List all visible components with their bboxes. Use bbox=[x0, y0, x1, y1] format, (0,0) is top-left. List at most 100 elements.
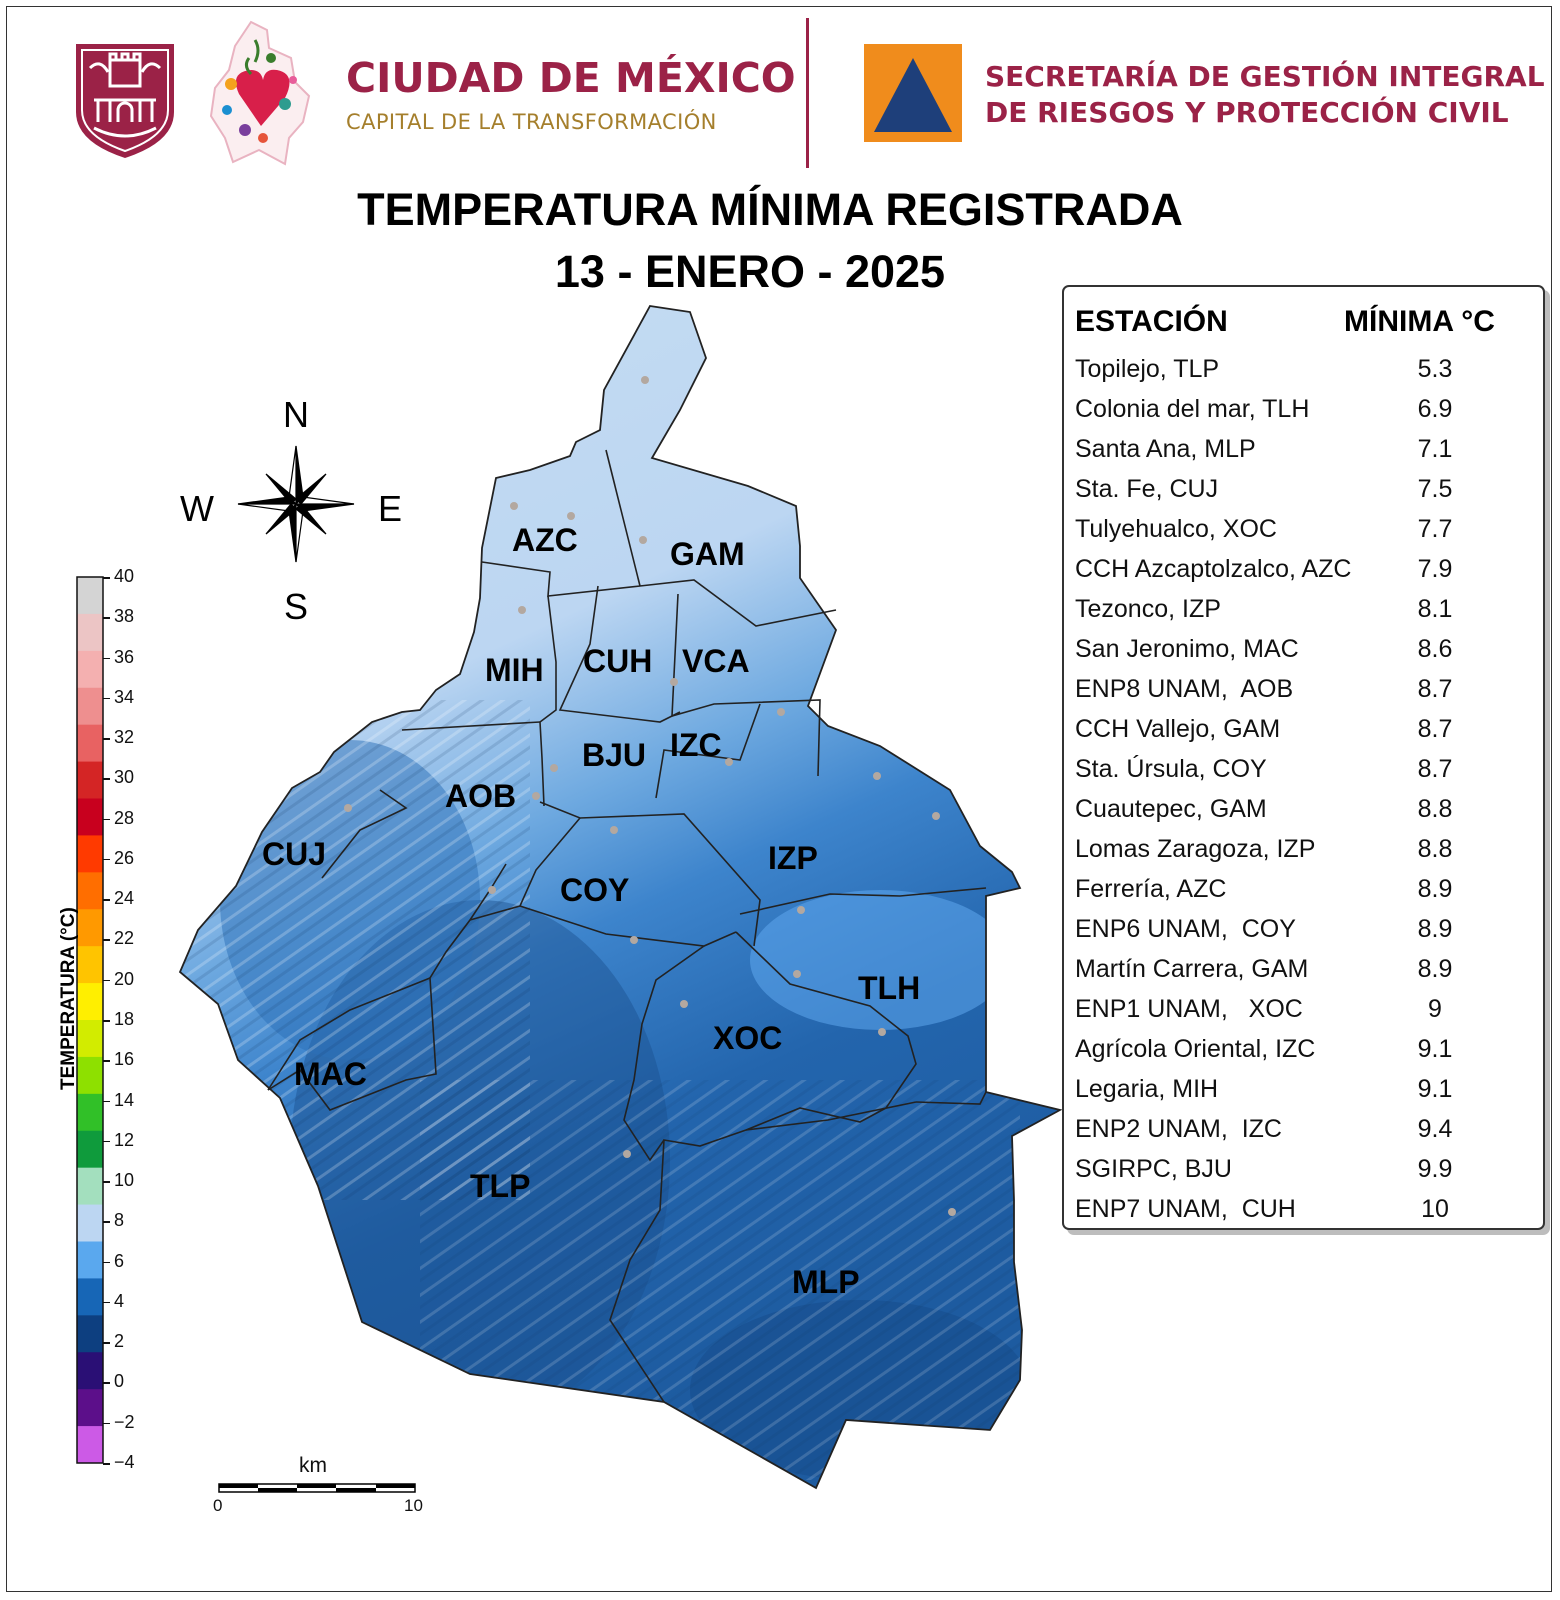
city-slogan: CAPITAL DE LA TRANSFORMACIÓN bbox=[346, 110, 717, 134]
colorbar-tick-mark bbox=[103, 1181, 110, 1183]
station-row: CCH Azcaptolzalco, AZC 7.9 bbox=[1075, 549, 1535, 589]
station-row: ENP1 UNAM, XOC 9 bbox=[1075, 989, 1535, 1029]
scale-end: 10 bbox=[404, 1496, 423, 1515]
colorbar-tick-mark bbox=[103, 1140, 110, 1143]
station-min-temp: 8.9 bbox=[1417, 875, 1453, 903]
station-row: ENP7 UNAM, CUH 10 bbox=[1075, 1189, 1535, 1229]
station-row: Cuautepec, GAM 8.8 bbox=[1075, 789, 1535, 829]
station-row: SGIRPC, BJU 9.9 bbox=[1075, 1149, 1535, 1189]
colorbar-segment bbox=[77, 1315, 103, 1353]
proteccion-civil-logo bbox=[864, 44, 962, 142]
colorbar-tick-mark bbox=[103, 577, 110, 579]
station-min-temp: 7.9 bbox=[1417, 555, 1453, 583]
station-name: Colonia del mar, TLH bbox=[1075, 395, 1310, 423]
cdmx-heart-logo bbox=[209, 20, 311, 166]
district-label-izc: IZC bbox=[670, 727, 722, 763]
colorbar-tick-label: 40 bbox=[114, 566, 135, 586]
map-date: 13 - ENERO - 2025 bbox=[554, 246, 946, 297]
colorbar-segment bbox=[77, 1352, 103, 1390]
colorbar-tick-label: 4 bbox=[114, 1290, 125, 1311]
colorbar-tick-mark bbox=[103, 657, 110, 660]
colorbar-tick-label: 12 bbox=[114, 1129, 135, 1150]
colorbar-tick-mark bbox=[103, 1382, 110, 1384]
agency-name-line2: DE RIESGOS Y PROTECCIÓN CIVIL bbox=[985, 96, 1509, 129]
cdmx-shield-logo bbox=[76, 44, 174, 158]
colorbar-tick-mark bbox=[103, 1342, 110, 1344]
map-title: TEMPERATURA MÍNIMA REGISTRADA bbox=[357, 184, 1183, 235]
station-row: Lomas Zaragoza, IZP 8.8 bbox=[1075, 829, 1535, 869]
station-row: ENP8 UNAM, AOB 8.7 bbox=[1075, 669, 1535, 709]
station-min-temp: 8.9 bbox=[1417, 955, 1453, 983]
colorbar-segment bbox=[77, 613, 103, 652]
district-label-gam: GAM bbox=[670, 536, 745, 572]
station-row: Tulyehualco, XOC 7.7 bbox=[1075, 509, 1535, 549]
colorbar-segment bbox=[77, 1056, 103, 1095]
district-label-mih: MIH bbox=[485, 652, 544, 688]
station-min-temp: 8.8 bbox=[1417, 835, 1453, 863]
colorbar-tick-label: 24 bbox=[114, 888, 135, 909]
district-label-xoc: XOC bbox=[713, 1020, 783, 1056]
colorbar-segment bbox=[77, 909, 103, 947]
colorbar-tick-label: 28 bbox=[114, 807, 135, 828]
station-row: Santa Ana, MLP 7.1 bbox=[1075, 429, 1535, 469]
station-row: San Jeronimo, MAC 8.6 bbox=[1075, 629, 1535, 669]
colorbar-segment bbox=[77, 983, 103, 1021]
colorbar-tick-mark bbox=[103, 1020, 110, 1022]
district-label-cuj: CUJ bbox=[262, 836, 327, 872]
station-min-temp: 8.6 bbox=[1417, 635, 1453, 663]
compass-rose-icon bbox=[237, 445, 355, 563]
district-label-azc: AZC bbox=[512, 522, 578, 558]
colorbar-tick-label: 20 bbox=[114, 968, 135, 989]
compass-west-label: W bbox=[180, 488, 214, 529]
colorbar-segment bbox=[77, 1389, 103, 1427]
page-frame bbox=[6, 6, 1552, 1592]
district-label-mac: MAC bbox=[294, 1056, 367, 1092]
scale-start: 0 bbox=[213, 1496, 223, 1515]
station-name: ENP2 UNAM, IZC bbox=[1075, 1115, 1282, 1143]
station-name: Ferrería, AZC bbox=[1075, 875, 1227, 903]
station-row: Colonia del mar, TLH 6.9 bbox=[1075, 389, 1535, 429]
station-name: Lomas Zaragoza, IZP bbox=[1075, 835, 1316, 863]
city-outline bbox=[178, 305, 1063, 1490]
district-label-tlp: TLP bbox=[470, 1168, 531, 1204]
temperature-colorbar bbox=[76, 576, 104, 1464]
colorbar-tick-label: 10 bbox=[114, 1170, 135, 1191]
station-name: ENP7 UNAM, CUH bbox=[1075, 1195, 1296, 1223]
scale-unit: km bbox=[299, 1454, 327, 1477]
station-min-temp: 8.8 bbox=[1417, 795, 1453, 823]
station-name: Legaria, MIH bbox=[1075, 1075, 1219, 1103]
station-name: ENP1 UNAM, XOC bbox=[1075, 995, 1303, 1023]
colorbar-tick-label: 22 bbox=[114, 928, 135, 949]
colorbar-segment bbox=[77, 577, 103, 615]
station-name: Martín Carrera, GAM bbox=[1075, 955, 1309, 983]
station-row: Legaria, MIH 9.1 bbox=[1075, 1069, 1535, 1109]
station-min-temp: 9 bbox=[1428, 995, 1442, 1023]
scale-bar bbox=[218, 1483, 416, 1493]
district-label-coy: COY bbox=[560, 872, 630, 908]
colorbar-tick-label: 18 bbox=[114, 1009, 135, 1029]
station-name: Tezonco, IZP bbox=[1075, 595, 1221, 623]
station-min-temp: 9.1 bbox=[1417, 1035, 1453, 1063]
colorbar-tick-label: 36 bbox=[114, 646, 135, 667]
colorbar-tick-label: 16 bbox=[114, 1049, 135, 1070]
colorbar-segment bbox=[77, 1020, 103, 1058]
station-row: Martín Carrera, GAM 8.9 bbox=[1075, 949, 1535, 989]
colorbar-tick-mark bbox=[103, 778, 110, 780]
station-name: SGIRPC, BJU bbox=[1075, 1155, 1232, 1183]
station-row: Agrícola Oriental, IZC 9.1 bbox=[1075, 1029, 1535, 1069]
city-name: CIUDAD DE MÉXICO bbox=[346, 54, 796, 102]
station-row: Topilejo, TLP 5.3 bbox=[1075, 349, 1535, 389]
colorbar-segment bbox=[77, 1167, 103, 1206]
station-name: Santa Ana, MLP bbox=[1075, 435, 1256, 463]
station-min-temp: 8.7 bbox=[1417, 755, 1453, 783]
station-name: San Jeronimo, MAC bbox=[1075, 635, 1299, 663]
station-column-header: ESTACIÓN bbox=[1075, 305, 1228, 338]
station-row: ENP6 UNAM, COY 8.9 bbox=[1075, 909, 1535, 949]
colorbar-title: TEMPERATURA (°C) bbox=[58, 907, 79, 1090]
district-label-aob: AOB bbox=[445, 778, 517, 814]
colorbar-tick-mark bbox=[103, 1301, 110, 1304]
colorbar-tick-mark bbox=[103, 899, 110, 901]
station-name: Tulyehualco, XOC bbox=[1075, 515, 1277, 543]
station-min-temp: 8.9 bbox=[1417, 915, 1453, 943]
colorbar-tick-mark bbox=[103, 1261, 110, 1264]
